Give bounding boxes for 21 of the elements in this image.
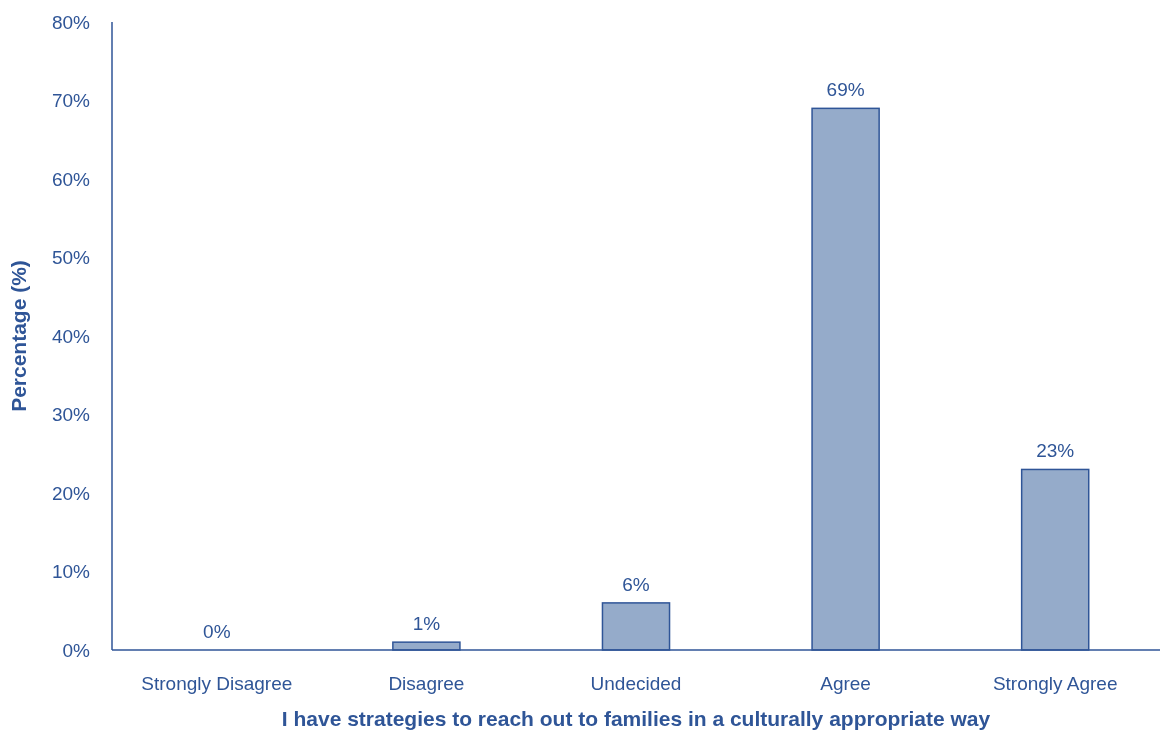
x-tick-label: Strongly Disagree [141,673,293,694]
data-label: 0% [203,621,231,642]
x-tick-label: Strongly Agree [992,673,1118,694]
y-tick-label: 80% [51,11,91,33]
y-tick-label: 0% [62,639,91,661]
y-tick-label: 40% [51,325,91,347]
data-label: 23% [1036,440,1075,462]
data-label: 6% [622,573,650,595]
y-tick-label: 60% [51,168,91,190]
x-axis-title: I have strategies to reach out to families in a culturally appropriate way [281,707,991,730]
x-tick-label: Agree [820,673,871,694]
y-tick-label: 10% [51,561,91,583]
x-tick-label: Disagree [388,673,465,694]
y-tick-label: 50% [51,247,91,269]
data-label: 69% [826,79,865,101]
y-axis-title: Percentage (%) [7,260,30,412]
x-tick-label: Undecided [590,673,682,694]
y-tick-label: 30% [51,404,91,426]
data-label: 1% [412,613,441,635]
y-tick-label: 70% [51,90,91,112]
y-tick-label: 20% [51,482,91,504]
